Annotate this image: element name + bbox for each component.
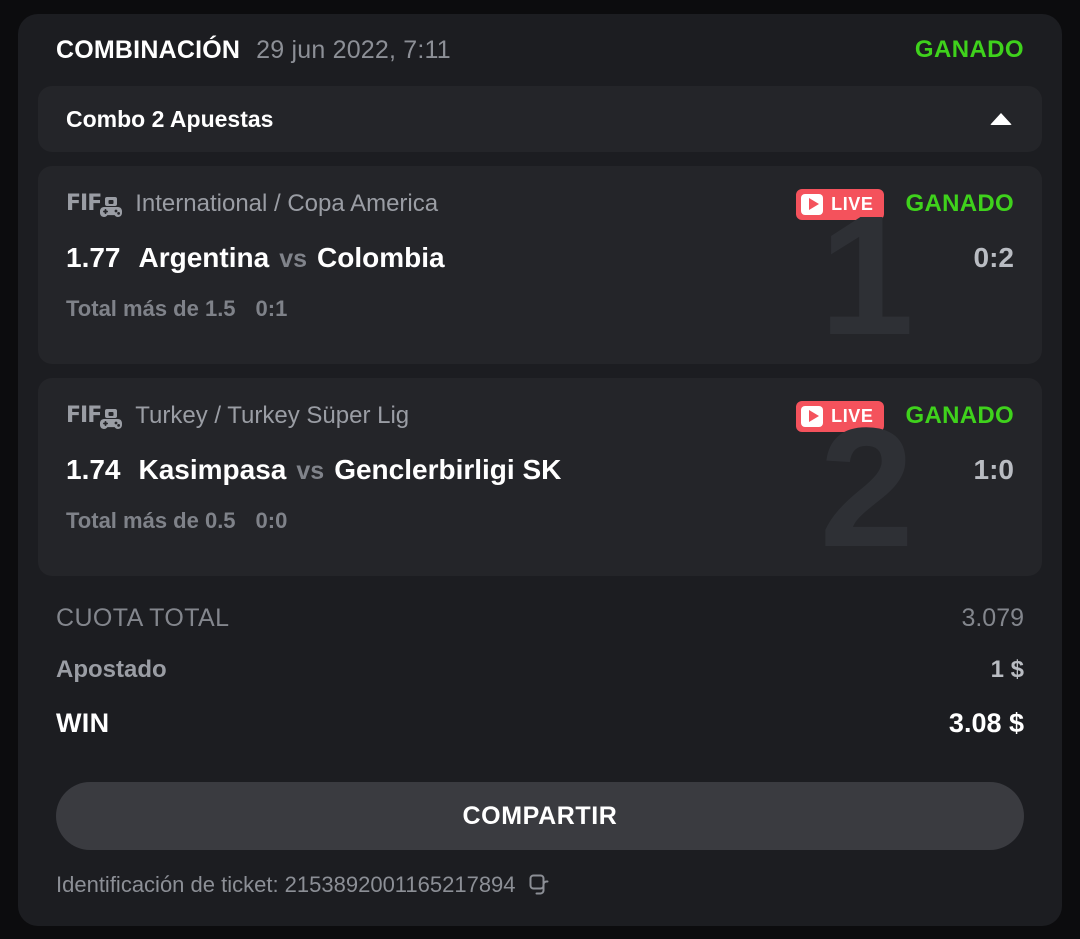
bet-row[interactable]: 2 FIF Turkey / Turkey Süper Lig LIVE — [38, 378, 1042, 576]
ticket-id-text: Identificación de ticket: 21538920011652… — [56, 872, 516, 897]
play-icon — [801, 193, 824, 215]
betslip-summary: CUOTA TOTAL 3.079 Apostado 1 $ WIN 3.08 … — [38, 590, 1042, 760]
bet-final-score: 0:2 — [973, 242, 1014, 273]
combo-toggle-bar[interactable]: Combo 2 Apuestas — [38, 86, 1042, 152]
bet-league-line: FIF International / Copa America LIVE GA… — [66, 186, 1014, 222]
live-badge: LIVE — [796, 400, 884, 432]
bet-row[interactable]: 1 FIF International / Copa America LIVE — [38, 166, 1042, 364]
bet-final-score: 1:0 — [973, 454, 1014, 485]
betslip-header: COMBINACIÓN 29 jun 2022, 7:11 GANADO — [38, 14, 1042, 86]
summary-row-total-odds: CUOTA TOTAL 3.079 — [56, 604, 1024, 656]
fifa-gamepad-icon: FIF — [66, 405, 123, 429]
bet-market-line: Total más de 1.5 0:1 — [66, 296, 1014, 322]
total-odds-value: 3.079 — [961, 604, 1024, 632]
bet-status-badge: GANADO — [905, 190, 1014, 217]
live-badge: LIVE — [796, 188, 884, 220]
summary-row-win: WIN 3.08 $ — [56, 708, 1024, 760]
combo-label: Combo 2 Apuestas — [66, 105, 274, 132]
bet-away-team: Genclerbirligi SK — [334, 454, 562, 485]
bet-market-score: 0:1 — [255, 296, 288, 321]
bet-market-score: 0:0 — [255, 508, 288, 533]
copy-icon[interactable] — [528, 873, 552, 897]
share-button[interactable]: COMPARTIR — [56, 782, 1024, 850]
fifa-gamepad-icon: FIF — [66, 193, 123, 217]
play-icon — [801, 405, 824, 427]
bet-market-line: Total más de 0.5 0:0 — [66, 508, 1014, 534]
bet-status-badge: GANADO — [905, 402, 1014, 429]
betslip-card: COMBINACIÓN 29 jun 2022, 7:11 GANADO Com… — [18, 14, 1062, 926]
bet-match-line: 1.77 Argentina vs Colombia 0:2 — [66, 242, 1014, 274]
stake-value: 1 $ — [990, 656, 1024, 683]
bet-odd: 1.74 — [66, 454, 121, 485]
bet-vs-separator: vs — [279, 245, 307, 273]
slip-date: 29 jun 2022, 7:11 — [256, 35, 451, 64]
win-value: 3.08 $ — [948, 708, 1024, 738]
bet-league-name: International / Copa America — [135, 190, 439, 217]
bet-market-name: Total más de 0.5 — [66, 508, 236, 533]
bet-match-line: 1.74 Kasimpasa vs Genclerbirligi SK 1:0 — [66, 454, 1014, 486]
bet-league-name: Turkey / Turkey Süper Lig — [135, 402, 410, 429]
bet-home-team: Argentina — [138, 242, 270, 273]
slip-type-label: COMBINACIÓN — [56, 35, 241, 64]
win-label: WIN — [56, 708, 110, 738]
bet-away-team: Colombia — [317, 242, 445, 273]
bet-market-name: Total más de 1.5 — [66, 296, 236, 321]
slip-status-badge: GANADO — [914, 36, 1024, 63]
stake-label: Apostado — [56, 656, 167, 683]
live-label: LIVE — [831, 193, 874, 214]
bet-home-team: Kasimpasa — [138, 454, 287, 485]
total-odds-label: CUOTA TOTAL — [56, 604, 230, 632]
bet-league-line: FIF Turkey / Turkey Süper Lig LIVE GANAD… — [66, 398, 1014, 434]
caret-up-icon[interactable] — [988, 106, 1014, 132]
ticket-id-line: Identificación de ticket: 21538920011652… — [38, 872, 1042, 898]
live-label: LIVE — [831, 405, 874, 426]
bet-vs-separator: vs — [296, 457, 325, 485]
summary-row-stake: Apostado 1 $ — [56, 656, 1024, 708]
bet-odd: 1.77 — [66, 242, 121, 273]
